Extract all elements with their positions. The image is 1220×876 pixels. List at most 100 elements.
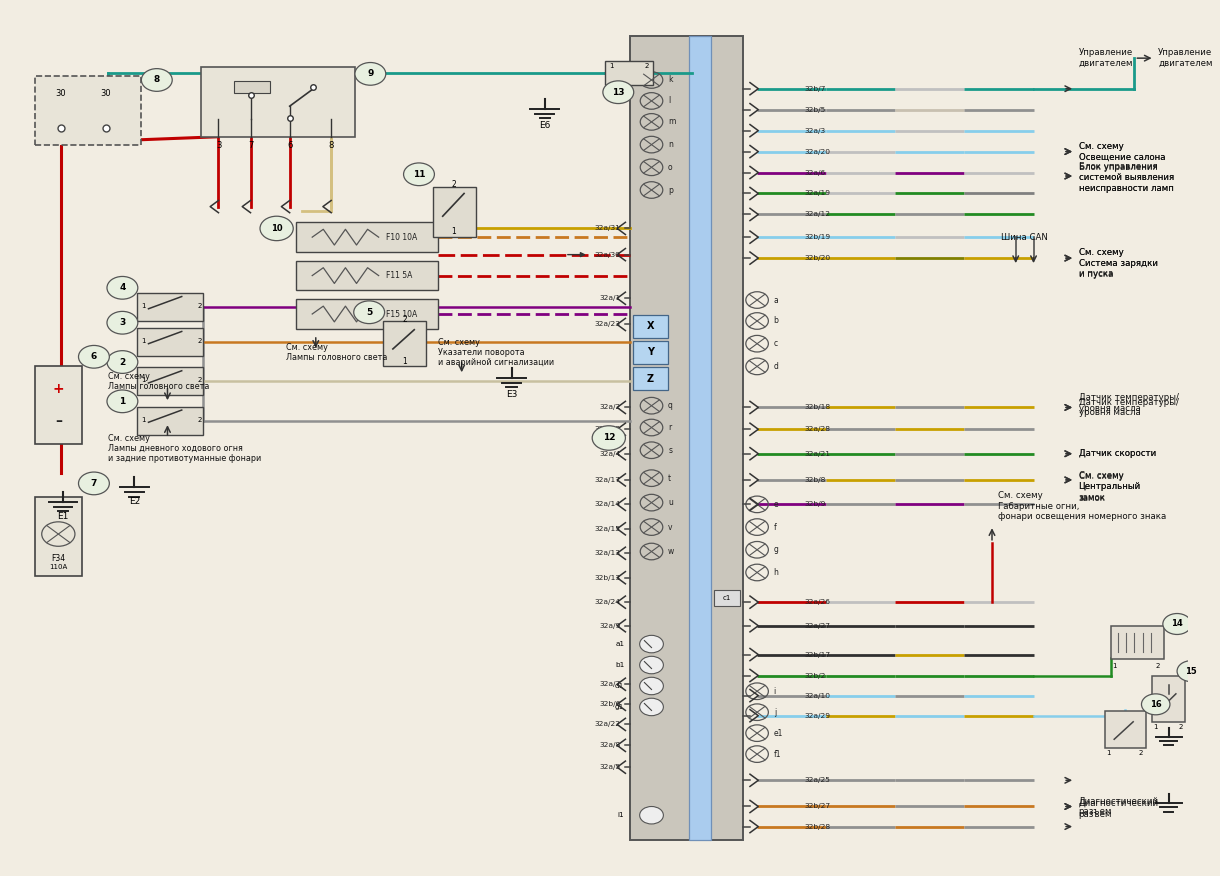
Text: 32b/18: 32b/18 [804, 405, 831, 411]
Text: 2: 2 [198, 303, 201, 309]
Circle shape [639, 807, 664, 824]
Text: u: u [669, 498, 673, 507]
Text: 32a/31: 32a/31 [595, 225, 621, 231]
Text: t: t [669, 474, 671, 483]
Text: g1: g1 [615, 704, 625, 710]
Text: 32a/1: 32a/1 [599, 295, 621, 301]
Text: r: r [669, 423, 671, 432]
Circle shape [1177, 661, 1205, 682]
Text: X: X [647, 321, 654, 331]
Text: Шина CAN: Шина CAN [1000, 233, 1048, 243]
Bar [631, 36, 743, 840]
Circle shape [142, 68, 172, 91]
Text: 11: 11 [412, 170, 426, 179]
Text: d1: d1 [615, 683, 625, 689]
Text: Z: Z [647, 374, 654, 384]
Text: 13: 13 [612, 88, 625, 96]
Circle shape [107, 350, 138, 373]
Text: 32a/26: 32a/26 [804, 599, 831, 605]
Circle shape [78, 345, 110, 368]
Text: 32a/12: 32a/12 [804, 211, 831, 217]
Text: l: l [669, 96, 670, 105]
Bar [383, 321, 426, 366]
Circle shape [107, 277, 138, 300]
Text: 32b/17: 32b/17 [804, 652, 831, 658]
Text: 1: 1 [1107, 750, 1110, 756]
Text: См. схему
Освещение салона: См. схему Освещение салона [1078, 142, 1165, 162]
Bar [137, 367, 203, 395]
Bar [1104, 711, 1147, 748]
Text: См. схему
Лампы головного света: См. схему Лампы головного света [287, 343, 388, 362]
Circle shape [78, 472, 110, 495]
Text: 32a/18: 32a/18 [594, 427, 621, 432]
Text: 2: 2 [120, 357, 126, 366]
Bar [34, 75, 142, 145]
Text: h: h [773, 568, 778, 577]
Text: 6: 6 [287, 141, 293, 150]
Text: 5: 5 [366, 307, 372, 317]
Text: 32a/3: 32a/3 [804, 128, 826, 134]
Text: 4: 4 [120, 283, 126, 293]
Text: Блок управления
системой выявления
неисправности ламп: Блок управления системой выявления неисп… [1078, 163, 1174, 193]
Text: 1: 1 [1111, 663, 1116, 669]
Text: Управление
двигателем: Управление двигателем [1078, 48, 1133, 68]
Text: 30: 30 [100, 88, 111, 97]
Text: 32b/7: 32b/7 [804, 86, 826, 92]
Text: 16: 16 [1149, 700, 1161, 709]
Text: 2: 2 [1138, 750, 1142, 756]
Text: g: g [773, 545, 778, 555]
Text: c: c [773, 339, 778, 348]
Text: c1: c1 [722, 595, 731, 601]
Text: См. схему
Система зарядки
и пуска: См. схему Система зарядки и пуска [1078, 248, 1158, 279]
Bar [137, 406, 203, 434]
Text: 2: 2 [198, 417, 201, 422]
Text: i: i [773, 687, 776, 696]
Text: Управление
двигателем: Управление двигателем [1158, 48, 1213, 67]
Text: a1: a1 [615, 641, 625, 647]
Circle shape [603, 81, 633, 103]
Bar [632, 367, 669, 390]
Text: 7: 7 [90, 479, 98, 488]
Text: e: e [773, 500, 778, 509]
Text: 1: 1 [120, 397, 126, 406]
Circle shape [1142, 694, 1170, 715]
Text: 30: 30 [55, 88, 66, 97]
Text: 1: 1 [609, 63, 614, 69]
Text: Блок управления
системой выявления
неисправности ламп: Блок управления системой выявления неисп… [1078, 162, 1174, 194]
Bar [295, 261, 438, 291]
Bar [689, 36, 711, 840]
Bar [1110, 625, 1164, 659]
Text: См. схему
Указатели поворота
и аварийной сигнализации: См. схему Указатели поворота и аварийной… [438, 337, 554, 367]
Text: 32a/8: 32a/8 [599, 742, 621, 748]
Bar [632, 341, 669, 364]
Text: 32a/10: 32a/10 [804, 693, 831, 698]
Bar [201, 67, 355, 137]
Text: 3: 3 [120, 318, 126, 328]
Text: 9: 9 [367, 69, 373, 78]
Text: Y: Y [647, 348, 654, 357]
Text: Диагностический
разъем: Диагностический разъем [1078, 797, 1159, 816]
Text: 32a/27: 32a/27 [804, 623, 831, 629]
Text: F10 10A: F10 10A [386, 233, 417, 242]
Text: v: v [669, 523, 672, 532]
Text: 2: 2 [451, 180, 456, 189]
Text: p: p [669, 186, 673, 194]
Text: 8: 8 [154, 75, 160, 84]
Text: a: a [773, 295, 778, 305]
Text: F15 10A: F15 10A [386, 309, 417, 319]
Text: 32a/21: 32a/21 [804, 451, 831, 456]
Text: F34: F34 [51, 554, 66, 563]
Text: 32b/19: 32b/19 [804, 234, 831, 240]
Text: q: q [669, 401, 673, 410]
Circle shape [354, 300, 384, 323]
Text: Диагностический
разъем: Диагностический разъем [1078, 799, 1159, 819]
Text: См. схему
Лампы дневного ходового огня
и задние противотуманные фонари: См. схему Лампы дневного ходового огня и… [109, 434, 261, 463]
Text: 1: 1 [1153, 724, 1158, 730]
Text: Датчик температуры/
уровня масла: Датчик температуры/ уровня масла [1078, 398, 1179, 417]
Bar [137, 328, 203, 356]
Text: 1: 1 [451, 227, 456, 236]
Bar [295, 223, 438, 252]
Text: 32a/13: 32a/13 [595, 550, 621, 556]
Text: См. схему
Центральный
замок: См. схему Центральный замок [1078, 471, 1141, 503]
Text: 1: 1 [142, 417, 146, 422]
